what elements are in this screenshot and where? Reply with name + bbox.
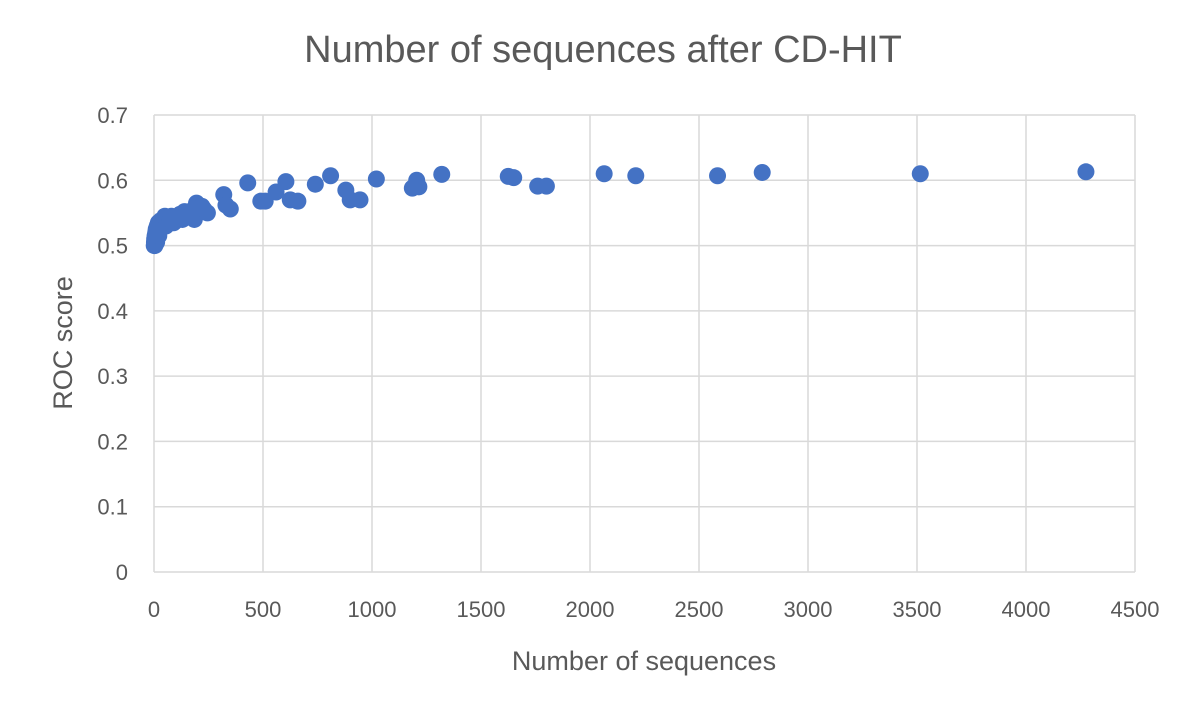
data-point bbox=[911, 165, 929, 183]
y-tick-label: 0.2 bbox=[97, 429, 128, 454]
data-point bbox=[709, 167, 727, 185]
y-tick-label: 0 bbox=[116, 560, 128, 585]
data-points bbox=[145, 163, 1095, 255]
data-point bbox=[537, 177, 555, 195]
data-point bbox=[306, 175, 324, 193]
x-tick-label: 3500 bbox=[893, 597, 942, 622]
y-tick-label: 0.3 bbox=[97, 364, 128, 389]
data-point bbox=[221, 200, 239, 218]
data-point bbox=[505, 169, 523, 187]
data-point bbox=[595, 165, 613, 183]
y-tick-label: 0.1 bbox=[97, 495, 128, 520]
x-axis-title: Number of sequences bbox=[512, 646, 776, 676]
x-tick-label: 1000 bbox=[348, 597, 397, 622]
y-axis-ticks: 0 0.1 0.2 0.3 0.4 0.5 0.6 0.7 bbox=[97, 103, 128, 585]
x-tick-label: 500 bbox=[245, 597, 282, 622]
x-tick-label: 0 bbox=[148, 597, 160, 622]
data-point bbox=[351, 191, 369, 209]
y-tick-label: 0.4 bbox=[97, 299, 128, 324]
data-point bbox=[1077, 163, 1095, 181]
data-point bbox=[239, 174, 257, 192]
data-point bbox=[433, 165, 451, 183]
y-axis-title: ROC score bbox=[48, 276, 78, 410]
data-point bbox=[627, 167, 645, 185]
x-tick-label: 4500 bbox=[1111, 597, 1160, 622]
gridlines bbox=[153, 114, 1136, 573]
x-axis-ticks: 0 500 1000 1500 2000 2500 3000 3500 4000 4500 bbox=[148, 597, 1160, 622]
data-point bbox=[367, 170, 385, 188]
data-point bbox=[198, 204, 216, 222]
x-tick-label: 2000 bbox=[566, 597, 615, 622]
y-tick-label: 0.7 bbox=[97, 103, 128, 128]
x-tick-label: 4000 bbox=[1002, 597, 1051, 622]
data-point bbox=[410, 178, 428, 196]
y-tick-label: 0.5 bbox=[97, 234, 128, 259]
x-tick-label: 1500 bbox=[457, 597, 506, 622]
data-point bbox=[277, 173, 295, 191]
chart-title: Number of sequences after CD-HIT bbox=[304, 29, 902, 71]
data-point bbox=[753, 163, 771, 181]
data-point bbox=[322, 167, 340, 185]
x-tick-label: 2500 bbox=[675, 597, 724, 622]
x-tick-label: 3000 bbox=[784, 597, 833, 622]
y-tick-label: 0.6 bbox=[97, 168, 128, 193]
data-point bbox=[289, 192, 307, 210]
